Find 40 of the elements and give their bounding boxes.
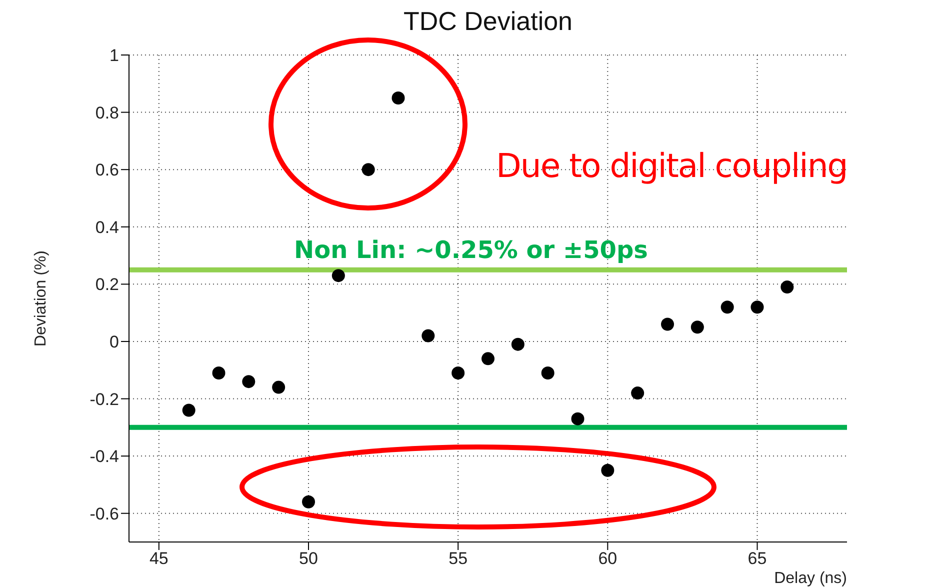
point [362, 163, 375, 176]
point [272, 380, 286, 394]
y-tick-label: 1 [110, 46, 119, 66]
point [750, 300, 764, 314]
point [242, 375, 256, 388]
point [212, 366, 226, 380]
y-tick-label: -0.2 [90, 390, 119, 409]
y-tick-label: 0.2 [95, 275, 119, 294]
point [182, 404, 196, 417]
point [302, 495, 315, 508]
chart-title: TDC Deviation [402, 6, 574, 37]
point [452, 366, 465, 380]
y-tick-label: 0 [110, 332, 119, 352]
y-tick-label: -0.6 [90, 504, 119, 524]
point [661, 318, 674, 331]
point [780, 280, 794, 294]
point [332, 269, 345, 282]
y-tick-label: 0.6 [95, 160, 119, 180]
point [422, 329, 435, 342]
point [631, 386, 644, 400]
x-tick-label: 65 [748, 549, 767, 568]
point [392, 91, 405, 104]
x-tick-label: 60 [598, 549, 618, 568]
point [482, 352, 494, 366]
y-tick-label: -0.4 [90, 447, 119, 466]
point [541, 366, 554, 380]
point [601, 464, 614, 477]
point [511, 338, 524, 351]
x-axis-title: Delay (ns) [774, 570, 847, 587]
y-tick-label: 0.4 [95, 218, 119, 237]
annotation: Due to digital coupling [496, 146, 848, 185]
point [720, 300, 734, 314]
x-tick-label: 45 [149, 549, 168, 568]
ref-line-label: Non Lin: ~0.25% or ±50ps [294, 236, 648, 264]
y-axis-title: Deviation (%) [32, 250, 50, 347]
y-tick-label: 0.8 [95, 103, 119, 122]
point [571, 412, 584, 426]
point [690, 320, 704, 334]
x-tick-label: 55 [448, 549, 468, 568]
x-tick-label: 50 [299, 549, 318, 568]
